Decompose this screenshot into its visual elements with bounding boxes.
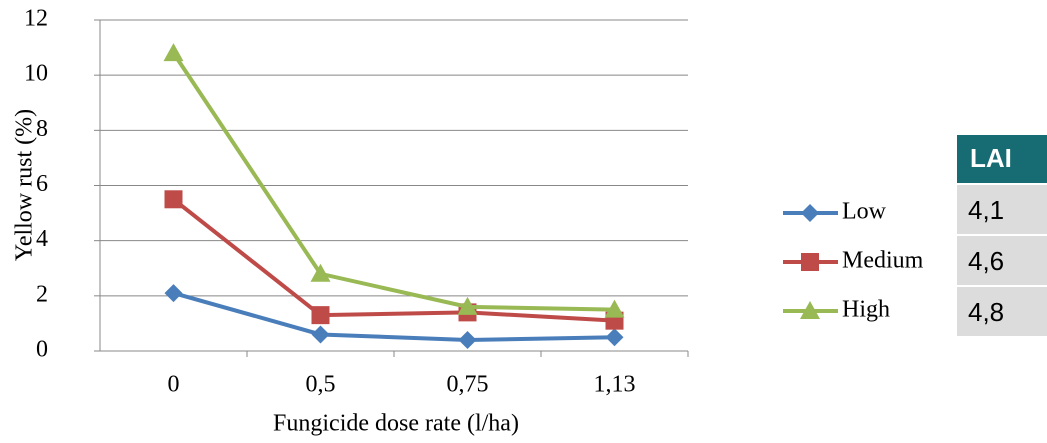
y-tick-label: 10 xyxy=(24,61,48,87)
line xyxy=(172,291,615,342)
x-tick-label: 0 xyxy=(168,372,180,398)
point xyxy=(457,296,478,315)
point xyxy=(164,190,183,209)
table-cell: 4,8 xyxy=(968,297,1004,327)
point xyxy=(458,330,477,349)
point xyxy=(163,43,184,62)
y-tick-label: 0 xyxy=(36,337,48,363)
line xyxy=(171,51,615,312)
x-tick-label: 0,75 xyxy=(447,372,489,398)
y-tick-label: 12 xyxy=(24,6,48,32)
x-axis-title: Fungicide dose rate (l/ha) xyxy=(273,411,519,437)
y-tick-label: 8 xyxy=(36,116,48,142)
x-tick-label: 1,13 xyxy=(594,372,636,398)
y-tick-label: 6 xyxy=(36,171,48,197)
point xyxy=(311,306,330,325)
legend-marker xyxy=(801,253,819,271)
point xyxy=(605,328,624,347)
point xyxy=(311,325,330,344)
line xyxy=(172,197,615,323)
table-cell-bg xyxy=(957,287,1047,336)
legend-label: Medium xyxy=(842,248,924,274)
table-header: LAI xyxy=(970,143,1012,173)
legend-label: High xyxy=(842,297,890,323)
table-cell-bg xyxy=(957,185,1047,234)
table-cell: 4,6 xyxy=(968,246,1004,276)
point xyxy=(310,263,331,282)
legend-label: Low xyxy=(842,199,887,225)
y-tick-label: 2 xyxy=(36,281,48,307)
x-tick-label: 0,5 xyxy=(306,372,336,398)
table-cell: 4,1 xyxy=(968,195,1004,225)
table-cell-bg xyxy=(957,236,1047,285)
table-header-bg xyxy=(957,135,1047,183)
y-axis-title: Yellow rust (%) xyxy=(12,109,38,261)
legend-marker xyxy=(801,204,819,222)
point xyxy=(164,284,183,303)
point xyxy=(604,299,625,318)
y-tick-label: 4 xyxy=(36,226,48,252)
legend-marker xyxy=(800,301,820,319)
